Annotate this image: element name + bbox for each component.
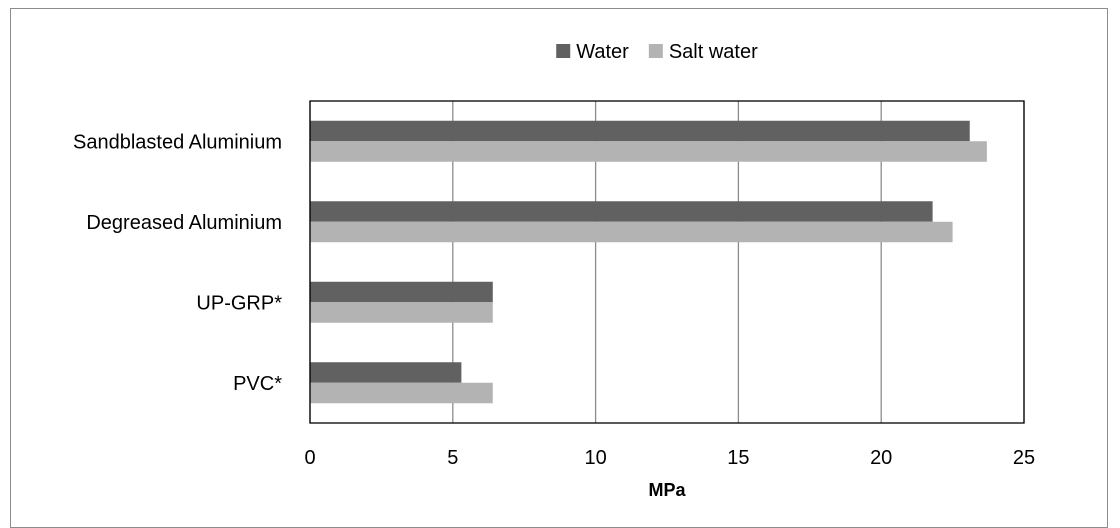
bar-water-2 [310,281,493,303]
tick-labels: 0 5 10 15 20 25 [304,447,1035,469]
bar-salt-water-2 [310,302,493,323]
bars [310,120,987,404]
legend-label-salt-water: Salt water [669,41,758,63]
x-tick-label-4: 20 [870,447,892,469]
category-label-1: Degreased Aluminium [86,212,282,234]
plot-frame [309,100,1025,424]
legend-swatch-water [556,44,571,58]
category-labels: Sandblasted Aluminium Degreased Aluminium… [73,131,282,395]
category-label-2: UP-GRP* [196,292,282,314]
legend-swatch-salt-water [648,44,663,58]
bar-water-0 [310,120,970,142]
category-label-0: Sandblasted Aluminium [73,131,282,153]
x-tick-label-3: 15 [727,447,749,469]
x-tick-label-2: 10 [584,447,606,469]
bar-salt-water-3 [310,382,493,404]
plot-border [309,100,1025,424]
bar-water-3 [310,362,462,383]
category-label-3: PVC* [233,373,282,395]
legend-label-water: Water [576,41,629,63]
bar-salt-water-1 [310,221,953,243]
x-tick-label-0: 0 [304,447,315,469]
x-tick-label-1: 5 [447,447,458,469]
bar-salt-water-0 [310,141,987,162]
x-tick-label-5: 25 [1013,447,1035,469]
bar-water-1 [310,201,933,222]
legend: Water Salt water [556,41,758,63]
x-axis-title: MPa [648,480,686,500]
